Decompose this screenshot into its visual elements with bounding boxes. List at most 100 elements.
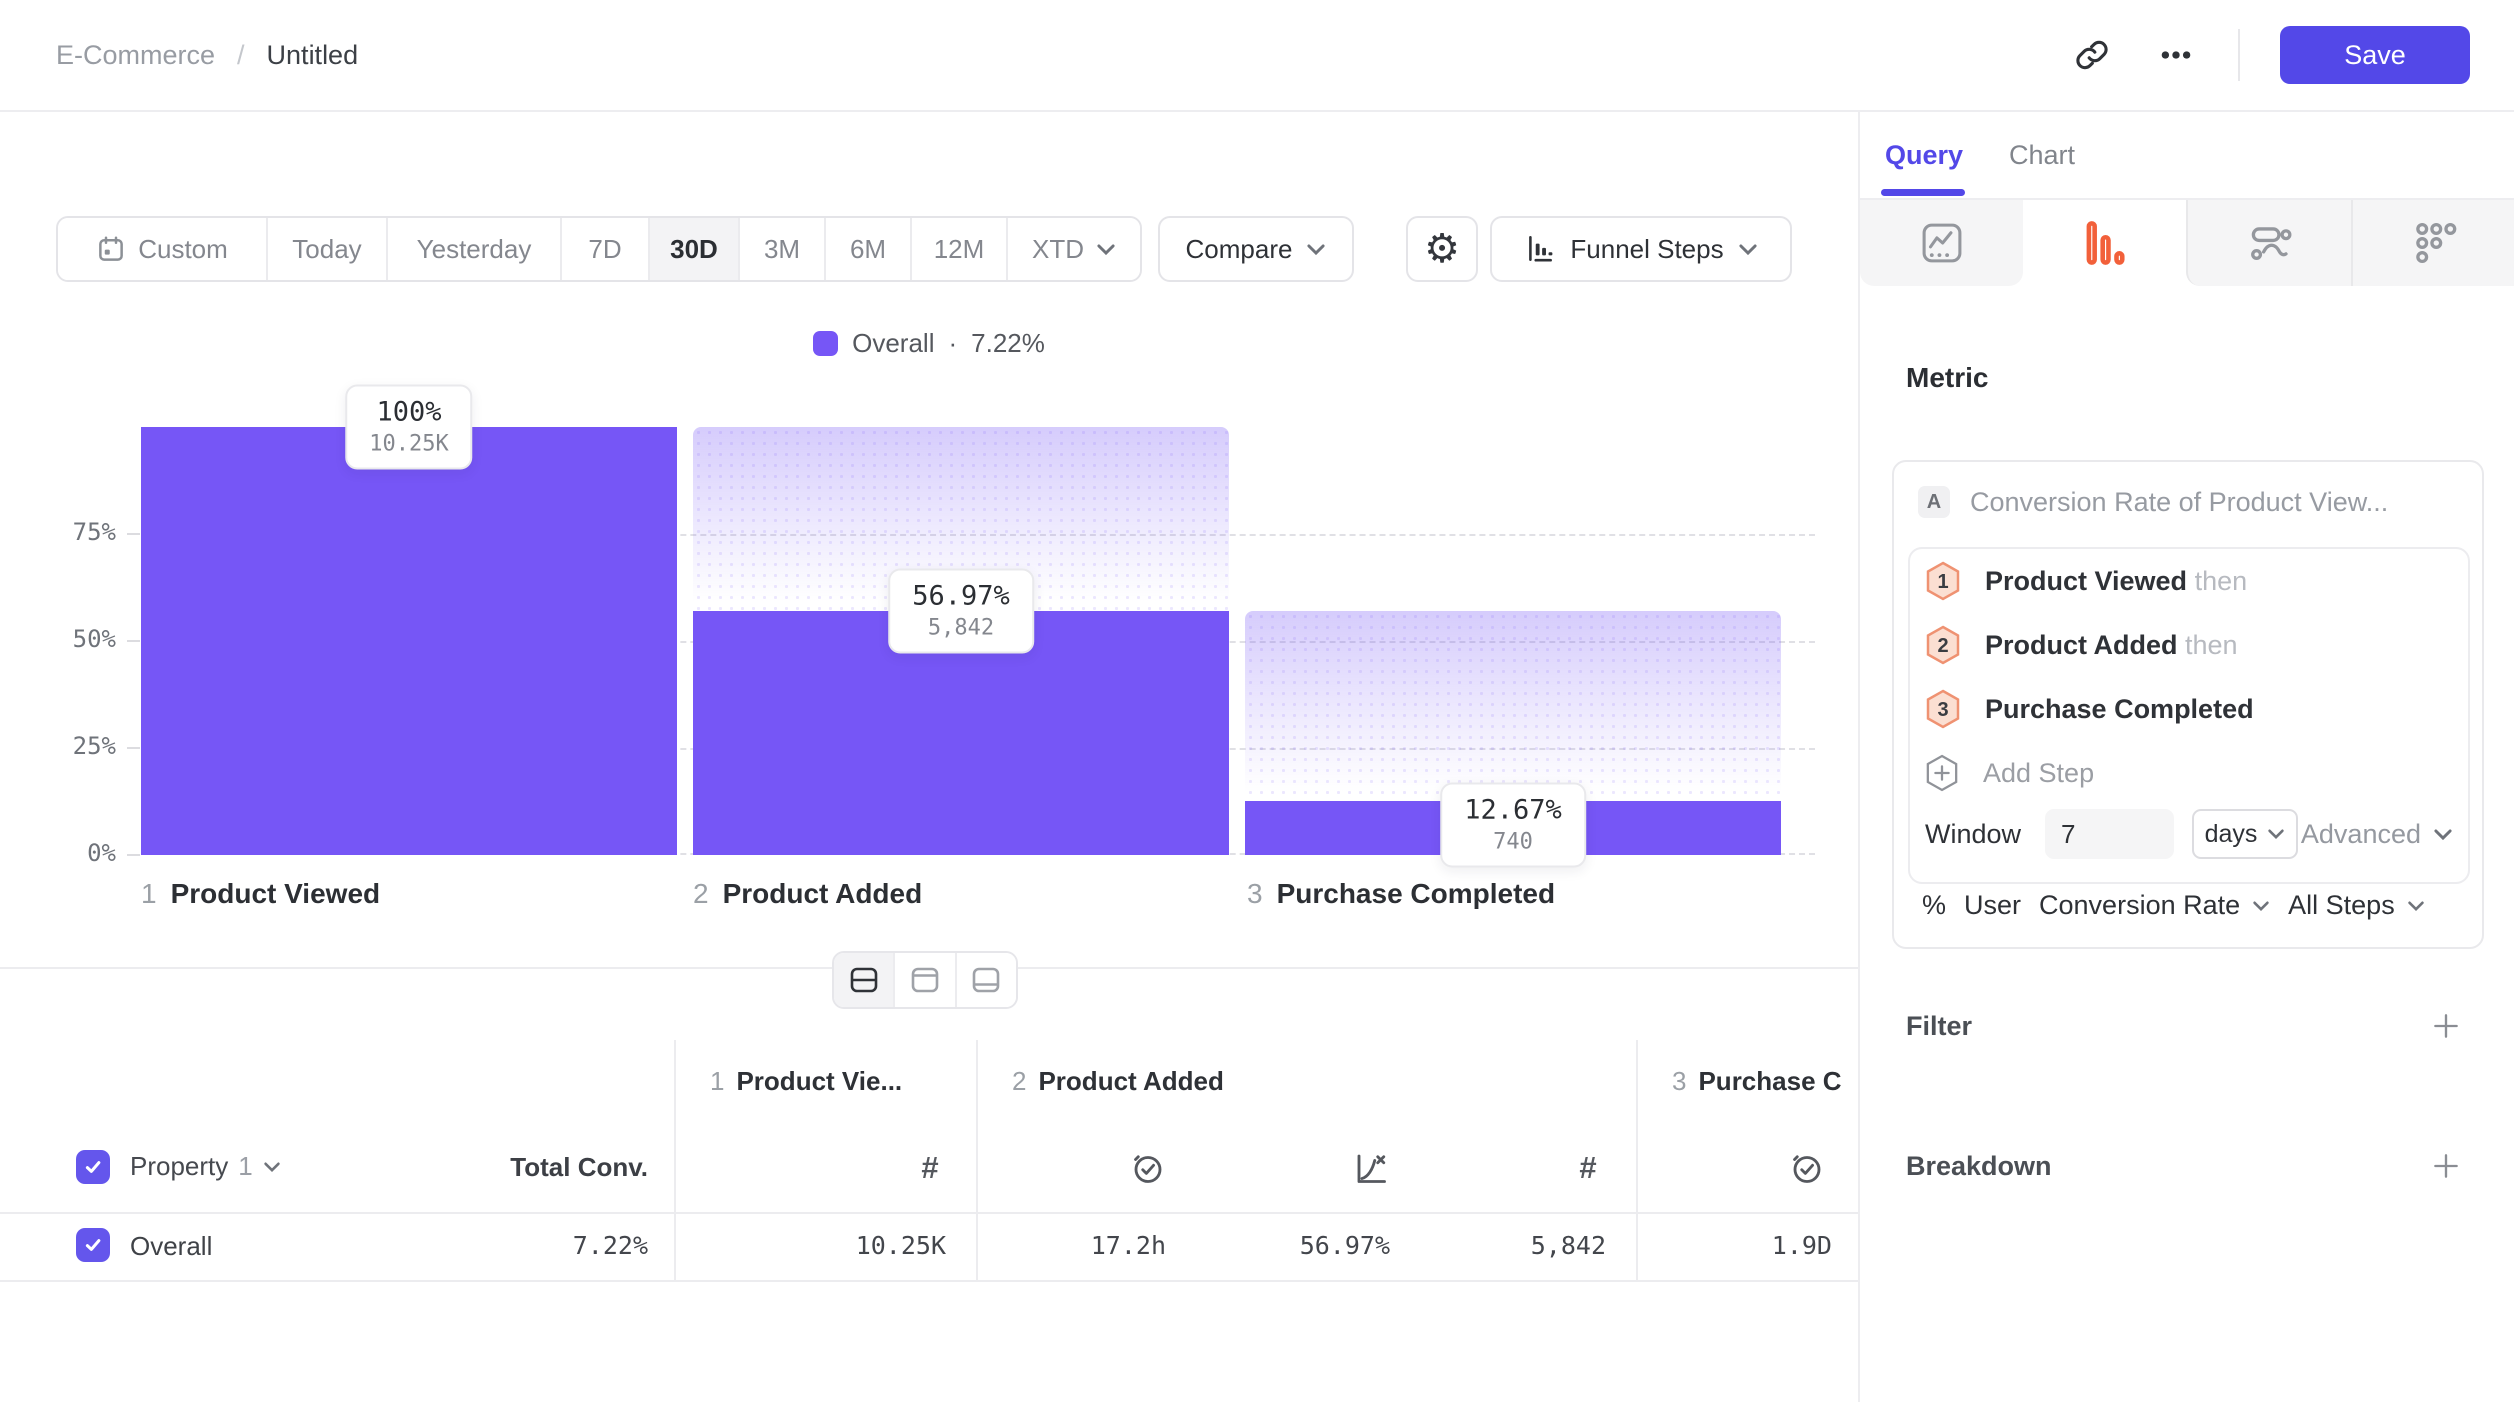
date-range-today[interactable]: Today [266,218,386,280]
chart-legend[interactable]: Overall · 7.22% [0,328,1858,359]
table-row-divider [0,1212,1858,1214]
funnel-bar-step1[interactable]: 100% 10.25K [141,384,677,855]
metric-definition-row[interactable]: A Conversion Rate of Product View... [1918,486,2462,518]
chevron-down-icon [1738,243,1758,256]
funnel-step-row-1[interactable]: 1 Product Viewed then [1925,549,2453,613]
breadcrumb-current[interactable]: Untitled [266,39,359,70]
topbar-divider [2238,29,2240,81]
share-link-button[interactable] [2070,33,2114,77]
chart-type-line-tab[interactable] [1860,200,2023,286]
date-range-group: Custom Today Yesterday 7D 30D 3M 6M 12M … [56,216,1142,282]
avg-time-metric-icon [1130,1150,1166,1186]
step-event-name: Purchase Completed [1985,693,2254,724]
date-range-xtd-label: XTD [1032,233,1084,264]
step-number: 3 [1247,878,1263,909]
chart-type-scatter-tab[interactable] [2351,200,2514,286]
filter-section: Filter [1906,1010,2462,1042]
step-name: Product Vie... [736,1066,903,1096]
chart-settings-button[interactable]: ⚙ [1406,216,1478,282]
date-range-custom[interactable]: Custom [58,218,266,280]
row-overall-checkbox[interactable] [76,1228,110,1262]
x-axis-step1-label: 1 Product Viewed [141,878,380,910]
chart-type-select[interactable]: Funnel Steps [1490,216,1792,282]
tab-chart[interactable]: Chart [2009,140,2076,170]
save-button[interactable]: Save [2280,26,2470,84]
date-range-12m[interactable]: 12M [910,218,1006,280]
step-number: 2 [1012,1066,1027,1096]
chevron-down-icon [2407,900,2425,912]
svg-text:3: 3 [1937,699,1948,721]
step-number: 1 [710,1066,725,1096]
step-name: Product Added [722,878,923,909]
chevron-down-icon [1096,243,1116,256]
step-number: 2 [693,878,709,909]
window-value-input[interactable] [2045,809,2175,859]
table-header-step3: 3 Purchase C [1672,1066,1842,1097]
cell-step2-avgtime: 17.2h [1090,1231,1166,1260]
add-step-button[interactable]: Add Step [1925,741,2453,805]
more-menu-button[interactable] [2154,33,2198,77]
property-dropdown[interactable]: Property 1 [130,1151,281,1182]
y-axis-tick-50: 50% [72,625,116,653]
date-range-6m[interactable]: 6M [824,218,910,280]
breakdown-heading: Breakdown [1906,1150,2052,1181]
view-bottom-panel-button[interactable] [954,953,1016,1007]
funnel-bar-step2[interactable]: 56.97% 5,842 [693,427,1229,855]
funnel-step-row-2[interactable]: 2 Product Added then [1925,613,2453,677]
plus-icon [2434,1014,2458,1038]
flow-icon [2247,220,2293,266]
breadcrumb-parent[interactable]: E-Commerce [56,39,216,70]
total-conversion-header: Total Conv. [510,1152,648,1182]
measure-row: % User Conversion Rate All Steps [1922,890,2462,921]
step-name: Product Added [1038,1066,1224,1096]
compare-button[interactable]: Compare [1158,216,1354,282]
chevron-down-icon [263,1161,281,1173]
y-axis-tick-25: 25% [72,732,116,760]
gear-icon: ⚙ [1424,226,1460,272]
calendar-icon [96,234,126,264]
step-number: 1 [141,878,157,909]
tab-query[interactable]: Query [1885,140,1964,170]
measure-type-dropdown[interactable]: Conversion Rate [2039,890,2270,921]
funnel-bars-icon [2082,220,2128,266]
badge-percent: 56.97% [912,580,1010,612]
date-range-7d[interactable]: 7D [560,218,648,280]
measure-scope-dropdown[interactable]: All Steps [2288,890,2425,921]
check-icon [85,1239,101,1251]
add-filter-button[interactable] [2430,1010,2462,1042]
select-all-checkbox[interactable] [76,1150,110,1184]
y-axis-tickmark [127,640,140,642]
view-top-panel-button[interactable] [893,953,955,1007]
metric-section-heading: Metric [1906,362,1989,393]
step-then-label: then [2185,629,2238,660]
window-label: Window [1925,818,2022,849]
view-split-button[interactable] [834,953,894,1007]
link-icon [2075,38,2109,72]
funnel-steps-card: 1 Product Viewed then 2 Product Added th… [1908,547,2470,884]
y-axis-tickmark [127,747,140,749]
advanced-label: Advanced [2300,818,2421,849]
funnel-bar-step3[interactable]: 12.67% 740 [1245,427,1781,868]
table-row-divider [0,1280,1858,1282]
funnel-step-row-3[interactable]: 3 Purchase Completed [1925,677,2453,741]
date-range-yesterday[interactable]: Yesterday [386,218,560,280]
top-panel-view-icon [909,966,941,994]
compare-label: Compare [1185,233,1293,264]
date-range-30d[interactable]: 30D [648,218,738,280]
date-range-3m[interactable]: 3M [738,218,824,280]
date-range-xtd[interactable]: XTD [1006,218,1140,280]
query-panel: Query Chart [1858,112,2514,1402]
legend-separator: · [948,328,958,358]
y-axis-tick-75: 75% [72,518,116,546]
window-unit-label: days [2204,819,2258,848]
badge-count: 740 [1493,829,1533,855]
split-view-icon [848,966,880,994]
add-breakdown-button[interactable] [2430,1150,2462,1182]
chart-type-funnel-tab[interactable] [2023,200,2186,286]
table-header-step2: 2 Product Added [1012,1066,1224,1097]
advanced-toggle[interactable]: Advanced [2301,819,2453,850]
table-row-label[interactable]: Overall [130,1231,213,1261]
window-unit-select[interactable]: days [2192,809,2299,859]
chart-type-flow-tab[interactable] [2186,200,2351,286]
measure-entity-label[interactable]: User [1964,890,2022,920]
